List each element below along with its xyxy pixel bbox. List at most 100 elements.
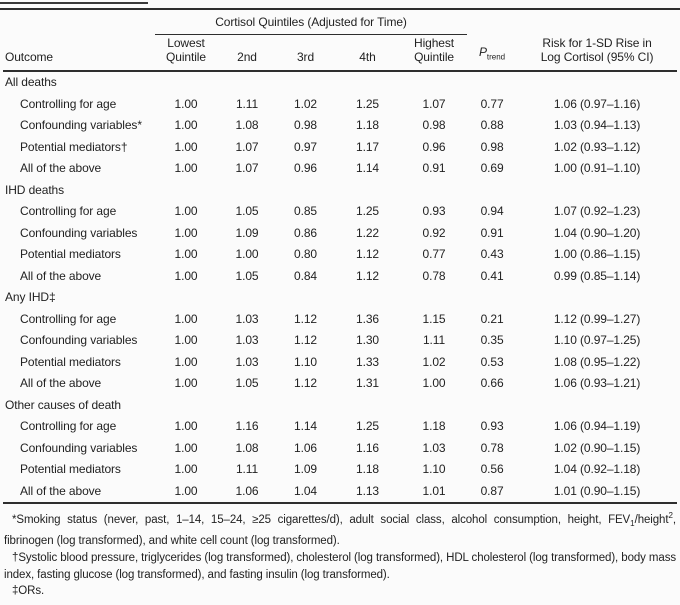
cell-q4: 1.30 bbox=[356, 333, 379, 347]
cell-q5: 0.91 bbox=[422, 161, 446, 175]
table-row: Confounding variables* 1.00 1.08 0.98 1.18 0.… bbox=[3, 115, 677, 137]
cell-q4: 1.25 bbox=[356, 419, 379, 433]
cell-q4: 1.25 bbox=[356, 204, 379, 218]
cell-q4: 1.36 bbox=[356, 311, 379, 326]
cell-q1: 1.00 bbox=[174, 118, 198, 132]
cell-q3: 0.98 bbox=[294, 118, 317, 132]
cell-q3: 1.14 bbox=[294, 419, 317, 433]
cell-q4: 1.16 bbox=[356, 440, 379, 455]
cell-risk: 1.06 (0.94–1.19) bbox=[553, 419, 641, 433]
cell-q4: 1.13 bbox=[356, 483, 379, 498]
cell-q3: 1.12 bbox=[294, 333, 317, 347]
cell-ptrend: 0.41 bbox=[480, 268, 504, 283]
cell-q1: 1.00 bbox=[174, 225, 198, 240]
row-label: Controlling for age bbox=[20, 204, 117, 218]
cell-ptrend: 0.66 bbox=[480, 376, 504, 390]
section-header-row: Other causes of death bbox=[3, 395, 677, 417]
cell-q2: 1.16 bbox=[235, 419, 259, 433]
row-label: Controlling for age bbox=[20, 96, 117, 111]
col-header-highest-quintile: Highest Quintile bbox=[401, 34, 468, 72]
cell-risk: 1.01 (0.90–1.15) bbox=[553, 483, 641, 498]
section-header-row: All deaths bbox=[3, 71, 677, 94]
footnote-star: *Smoking status (never, past, 1–14, 15–2… bbox=[4, 508, 676, 550]
row-label: Confounding variables bbox=[20, 440, 138, 455]
col-header-2nd: 2nd bbox=[217, 34, 277, 72]
footnote-star-text: *Smoking status (never, past, 1–14, 15–2… bbox=[12, 513, 631, 526]
row-label: All of the above bbox=[20, 483, 102, 498]
table-row: All of the above 1.00 1.05 0.84 1.12 0.78 0.41… bbox=[3, 266, 677, 288]
cell-ptrend: 0.77 bbox=[480, 96, 504, 111]
cell-q2: 1.03 bbox=[235, 333, 259, 347]
cell-q2: 1.09 bbox=[235, 225, 259, 240]
cell-risk: 1.02 (0.93–1.12) bbox=[553, 139, 641, 154]
column-header-row: Outcome Lowest Quintile 2nd 3rd 4th Highe… bbox=[3, 34, 678, 72]
cell-q1: 1.00 bbox=[174, 440, 198, 455]
table-row: Potential mediators† 1.00 1.07 0.97 1.17 0.96… bbox=[3, 137, 677, 159]
cell-q4: 1.18 bbox=[356, 462, 379, 476]
col-header-highest-line2: Quintile bbox=[414, 49, 454, 64]
cell-q1: 1.00 bbox=[174, 247, 198, 261]
cell-ptrend: 0.53 bbox=[480, 354, 504, 369]
cell-q2: 1.05 bbox=[235, 376, 259, 390]
cell-risk: 1.02 (0.90–1.15) bbox=[553, 440, 641, 455]
cell-q5: 1.01 bbox=[422, 483, 446, 498]
col-header-outcome: Outcome bbox=[3, 34, 155, 72]
cell-q2: 1.05 bbox=[235, 204, 259, 218]
height-superscript: 2 bbox=[668, 511, 673, 520]
cell-ptrend: 0.35 bbox=[480, 333, 504, 347]
section-title: Other causes of death bbox=[5, 397, 121, 412]
row-label: Potential mediators† bbox=[20, 139, 128, 154]
cell-q1: 1.00 bbox=[174, 376, 198, 390]
table-row: All of the above 1.00 1.05 1.12 1.31 1.00 0.66… bbox=[3, 373, 677, 395]
cell-q3: 1.06 bbox=[294, 440, 317, 455]
cell-q1: 1.00 bbox=[174, 204, 198, 218]
col-header-lowest-line2: Quintile bbox=[166, 49, 206, 64]
cell-ptrend: 0.88 bbox=[480, 118, 504, 132]
cell-q5: 1.15 bbox=[422, 311, 446, 326]
fev-subscript: 1 bbox=[630, 519, 635, 529]
cell-q1: 1.00 bbox=[174, 333, 198, 347]
cell-q2: 1.11 bbox=[235, 462, 259, 476]
row-label: All of the above bbox=[20, 376, 102, 390]
cell-q4: 1.22 bbox=[356, 225, 379, 240]
table-row: Controlling for age 1.00 1.03 1.12 1.36 1.15 0… bbox=[3, 309, 677, 331]
cell-q2: 1.03 bbox=[235, 311, 259, 326]
cell-q1: 1.00 bbox=[174, 419, 198, 433]
section-title: IHD deaths bbox=[5, 182, 65, 197]
cell-ptrend: 0.78 bbox=[480, 440, 504, 455]
cell-q4: 1.14 bbox=[356, 161, 379, 175]
cell-ptrend: 0.93 bbox=[480, 419, 504, 433]
col-header-lowest-line1: Lowest bbox=[167, 36, 205, 50]
table-top-rule bbox=[0, 8, 680, 10]
col-header-risk-line1: Risk for 1-SD Rise in bbox=[542, 36, 652, 50]
cell-q4: 1.25 bbox=[356, 96, 379, 111]
cell-q1: 1.00 bbox=[174, 483, 198, 498]
p-trend-subscript: trend bbox=[486, 52, 506, 62]
cell-q2: 1.00 bbox=[235, 247, 259, 261]
table-row: Potential mediators 1.00 1.03 1.10 1.33 1.02 0… bbox=[3, 352, 677, 374]
col-header-3rd: 3rd bbox=[277, 34, 334, 72]
cell-ptrend: 0.43 bbox=[480, 247, 504, 261]
cell-q2: 1.11 bbox=[235, 96, 259, 111]
cell-q3: 1.02 bbox=[294, 96, 317, 111]
cell-ptrend: 0.69 bbox=[480, 161, 504, 175]
table-row: Controlling for age 1.00 1.16 1.14 1.25 1.18 0… bbox=[3, 416, 677, 438]
cell-risk: 1.10 (0.97–1.25) bbox=[553, 333, 641, 347]
cell-q3: 1.12 bbox=[294, 311, 317, 326]
table-row: Potential mediators 1.00 1.00 0.80 1.12 0.77 0… bbox=[3, 244, 677, 266]
table-row: All of the above 1.00 1.06 1.04 1.13 1.01 0.87… bbox=[3, 481, 677, 503]
cell-risk: 1.06 (0.97–1.16) bbox=[553, 96, 641, 111]
cell-q1: 1.00 bbox=[174, 462, 198, 476]
spanner-spacer-right bbox=[467, 12, 677, 35]
cell-q3: 1.09 bbox=[294, 462, 317, 476]
cell-q5: 1.07 bbox=[422, 96, 446, 111]
cell-risk: 1.00 (0.86–1.15) bbox=[553, 247, 641, 261]
cell-q5: 0.98 bbox=[422, 118, 446, 132]
cell-q3: 0.80 bbox=[294, 247, 317, 261]
table-row: Potential mediators 1.00 1.11 1.09 1.18 1.10 0… bbox=[3, 459, 677, 481]
cell-q4: 1.31 bbox=[356, 376, 379, 390]
row-label: Confounding variables* bbox=[20, 118, 142, 132]
cell-q5: 1.18 bbox=[422, 419, 446, 433]
row-label: All of the above bbox=[20, 268, 102, 283]
row-label: Potential mediators bbox=[20, 354, 121, 369]
